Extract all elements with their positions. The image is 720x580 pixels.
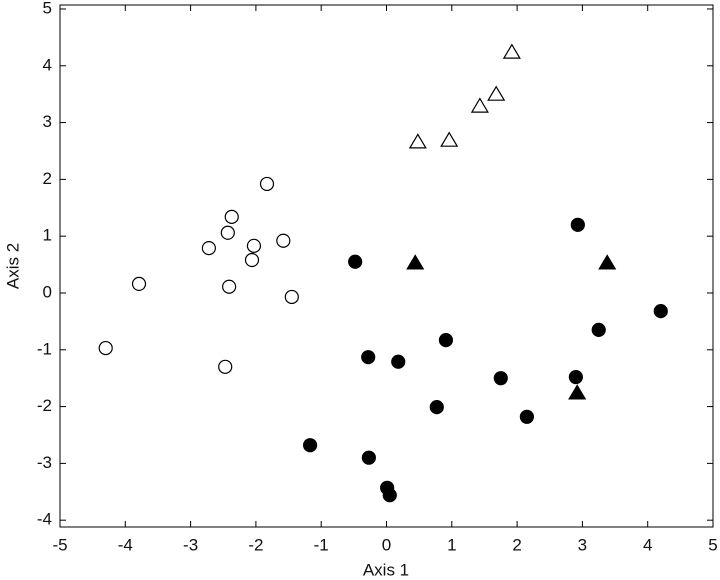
- x-tick-label: 4: [643, 535, 652, 554]
- plot-frame: [59, 4, 714, 528]
- x-tick-label: -1: [314, 535, 329, 554]
- circle-point: [201, 241, 216, 256]
- triangle-point: [598, 254, 617, 270]
- circle-point: [131, 276, 147, 291]
- y-tick-label: 5: [43, 0, 52, 17]
- circle-point: [220, 225, 235, 240]
- y-tick-label: -3: [37, 453, 52, 472]
- triangle-point: [440, 131, 459, 147]
- x-tick-label: -5: [52, 535, 67, 554]
- x-tick-label: -3: [183, 535, 198, 554]
- circle-point: [391, 354, 406, 369]
- triangle-point: [408, 133, 427, 149]
- y-tick-label: -4: [37, 510, 52, 529]
- triangle-point: [406, 254, 425, 270]
- circle-point: [361, 450, 376, 465]
- x-tick-label: -4: [118, 535, 133, 554]
- x-tick-label: 1: [447, 535, 456, 554]
- circle-point: [98, 340, 113, 356]
- circle-point: [361, 350, 376, 365]
- x-tick-label: -2: [248, 535, 263, 554]
- circle-point: [382, 488, 397, 503]
- circle-point: [348, 254, 363, 269]
- x-tick-label: 3: [578, 535, 587, 554]
- circle-point: [429, 400, 444, 415]
- circle-point: [224, 209, 239, 224]
- circle-point: [302, 438, 318, 453]
- circle-point: [244, 252, 260, 268]
- circle-point: [591, 322, 606, 338]
- y-tick-label: 4: [43, 55, 52, 74]
- circle-point: [653, 304, 668, 319]
- y-axis-label: Axis 2: [3, 243, 22, 289]
- triangle-point: [487, 85, 506, 101]
- y-tick-label: 3: [43, 112, 52, 131]
- x-tick-label: 0: [382, 535, 391, 554]
- circle-point: [284, 289, 299, 305]
- circle-point: [218, 359, 233, 374]
- circle-point: [222, 279, 237, 294]
- circle-point: [276, 233, 291, 248]
- y-tick-label: 0: [43, 282, 52, 301]
- triangle-point: [568, 384, 587, 400]
- x-tick-label: 5: [708, 535, 717, 554]
- circle-point: [246, 238, 262, 253]
- circle-point: [519, 409, 534, 424]
- circle-point: [568, 369, 583, 385]
- x-axis-label: Axis 1: [363, 560, 409, 579]
- y-tick-label: -2: [37, 396, 52, 415]
- circle-point: [493, 371, 508, 386]
- circle-point: [570, 217, 585, 232]
- x-tick-label: 2: [512, 535, 521, 554]
- triangle-point: [502, 43, 521, 59]
- triangle-point: [470, 97, 489, 113]
- circle-point: [259, 176, 275, 192]
- circle-point: [438, 333, 454, 348]
- y-tick-label: -1: [37, 339, 52, 358]
- y-tick-label: 1: [43, 226, 52, 245]
- y-tick-label: 2: [43, 169, 52, 188]
